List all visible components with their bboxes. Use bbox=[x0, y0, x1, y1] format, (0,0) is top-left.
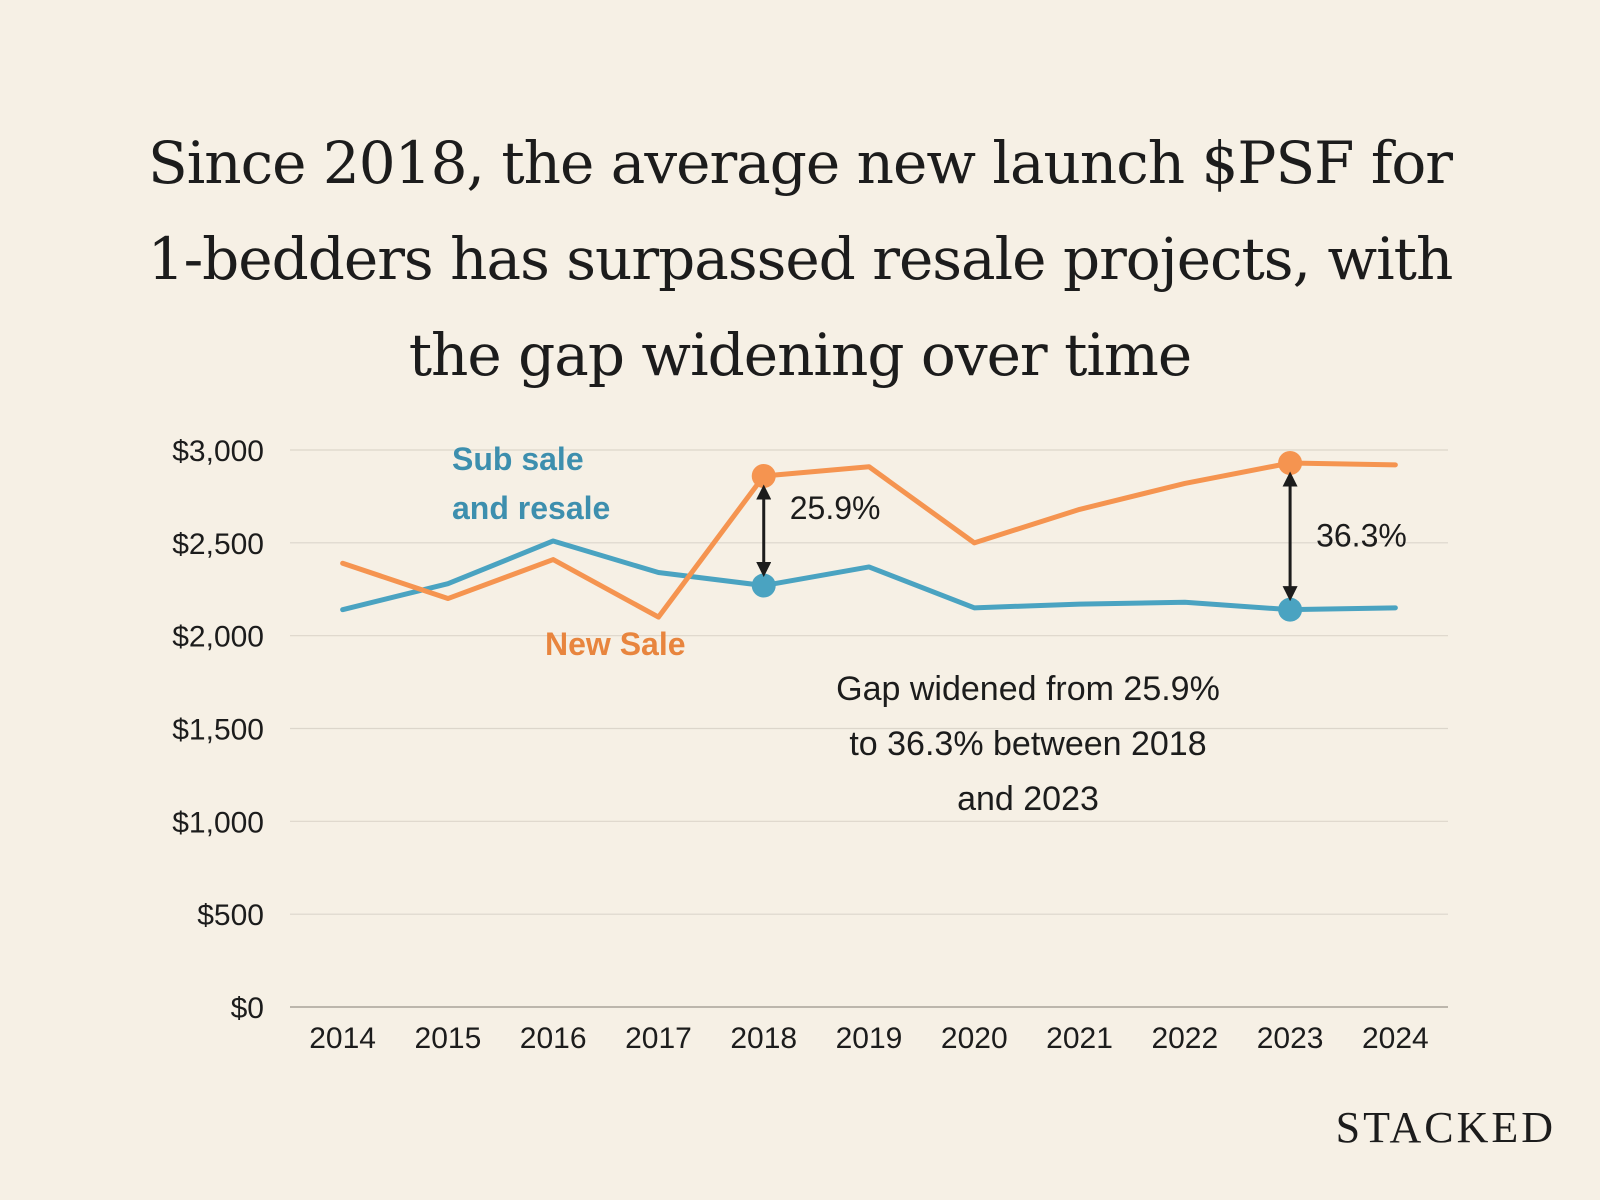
x-tick-label: 2018 bbox=[730, 1022, 797, 1055]
highlight-point-sub-resale bbox=[751, 573, 776, 598]
x-tick-label: 2015 bbox=[415, 1022, 482, 1055]
gap-label: 25.9% bbox=[790, 490, 881, 526]
gap-annotations: 25.9% 36.3% Gap widened from 25.9% to 36.3%… bbox=[756, 471, 1407, 818]
title-line-1: Since 2018, the average new launch $PSF … bbox=[148, 129, 1453, 197]
y-tick-label: $1,000 bbox=[172, 806, 264, 839]
x-tick-label: 2023 bbox=[1257, 1022, 1324, 1055]
y-tick-label: $2,500 bbox=[172, 528, 264, 561]
series-label-sub-resale: Sub sale bbox=[452, 441, 584, 477]
x-tick-label: 2016 bbox=[520, 1022, 587, 1055]
x-axis: 2014 2015 2016 2017 2018 2019 2020 2021 2022 2023… bbox=[309, 1022, 1428, 1055]
gap-note-line: Gap widened from 25.9% bbox=[836, 670, 1220, 708]
x-tick-label: 2021 bbox=[1046, 1022, 1113, 1055]
y-axis: $0 $500 $1,000 $1,500 $2,000 $2,500 $3,000 bbox=[172, 435, 264, 1025]
x-tick-label: 2022 bbox=[1151, 1022, 1218, 1055]
highlight-point-new-sale bbox=[751, 463, 776, 488]
title-line-3: the gap widening over time bbox=[408, 321, 1193, 389]
series-line-sub-resale bbox=[340, 538, 1398, 613]
y-tick-label: $2,000 bbox=[172, 621, 264, 654]
grid-lines bbox=[290, 449, 1448, 1008]
series-lines bbox=[340, 450, 1398, 622]
x-tick-label: 2017 bbox=[625, 1022, 692, 1055]
series-label-new-sale: New Sale bbox=[545, 626, 686, 662]
y-tick-label: $500 bbox=[197, 899, 264, 932]
x-tick-label: 2019 bbox=[836, 1022, 903, 1055]
series-labels: Sub sale and resale New Sale bbox=[452, 441, 686, 662]
title-line-2: 1-bedders has surpassed resale projects,… bbox=[147, 225, 1454, 293]
y-tick-label: $1,500 bbox=[172, 714, 264, 747]
series-label-sub-resale: and resale bbox=[452, 490, 610, 526]
series-line-new-sale bbox=[340, 460, 1398, 620]
x-tick-label: 2020 bbox=[941, 1022, 1008, 1055]
x-tick-label: 2014 bbox=[309, 1022, 376, 1055]
y-tick-label: $0 bbox=[231, 992, 264, 1025]
y-tick-label: $3,000 bbox=[172, 435, 264, 468]
chart-title: Since 2018, the average new launch $PSF … bbox=[80, 115, 1520, 403]
gap-label: 36.3% bbox=[1316, 517, 1407, 553]
brand-logo: STACKED bbox=[1335, 1103, 1556, 1152]
highlight-point-new-sale bbox=[1278, 450, 1303, 475]
x-tick-label: 2024 bbox=[1362, 1022, 1429, 1055]
gap-note-line: to 36.3% between 2018 bbox=[849, 725, 1206, 763]
gap-note-line: and 2023 bbox=[957, 780, 1099, 818]
highlight-point-sub-resale bbox=[1278, 597, 1303, 622]
